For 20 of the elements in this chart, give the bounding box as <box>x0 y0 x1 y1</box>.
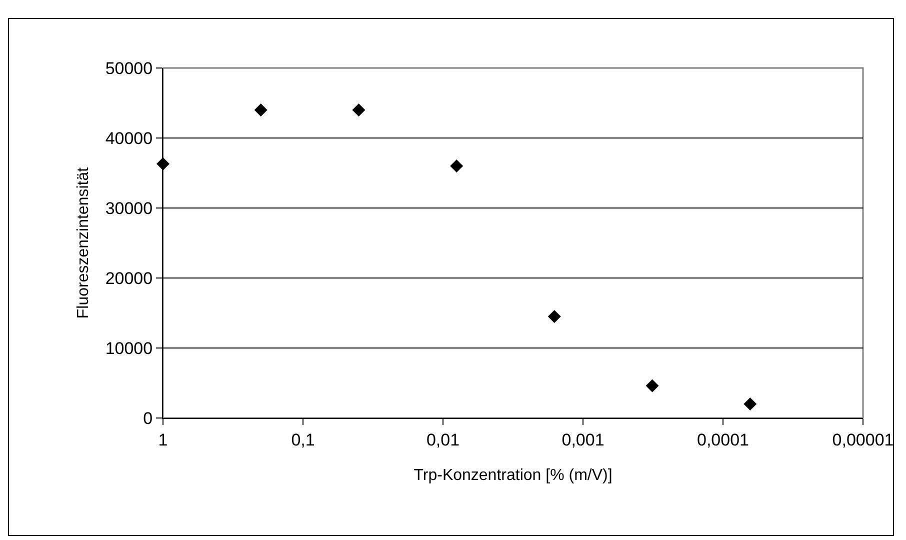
point <box>254 104 268 116</box>
x-tick-label: 0,01 <box>426 430 460 450</box>
y-tick-label: 0 <box>143 408 153 428</box>
y-tick-label: 10000 <box>105 338 153 358</box>
point <box>450 160 464 172</box>
x-tick-label: 0,001 <box>562 430 604 450</box>
point <box>744 398 757 410</box>
y-tick-label: 40000 <box>105 128 153 148</box>
x-tick-label: 0,00001 <box>832 430 894 450</box>
point <box>352 104 366 116</box>
y-tick-label: 50000 <box>105 58 153 78</box>
y-axis-title: Fluoreszenzintensität <box>75 166 92 319</box>
x-tick-label: 0,0001 <box>697 430 749 450</box>
point <box>646 379 659 392</box>
x-axis-title: Trp-Konzentration [% (m/V)] <box>414 467 612 484</box>
y-tick-label: 20000 <box>105 268 153 288</box>
x-tick-label: 0,1 <box>291 430 315 450</box>
y-tick-label: 30000 <box>105 198 153 218</box>
x-tick-label: 1 <box>158 430 168 450</box>
point <box>548 310 561 323</box>
